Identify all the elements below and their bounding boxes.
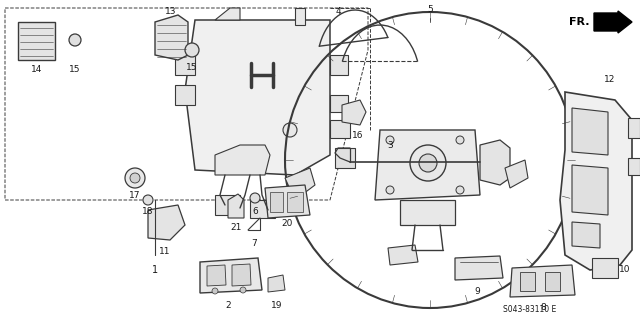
Ellipse shape: [456, 136, 464, 144]
Text: 12: 12: [604, 76, 616, 85]
Polygon shape: [388, 245, 418, 265]
Text: 8: 8: [540, 303, 546, 313]
Ellipse shape: [386, 186, 394, 194]
Polygon shape: [330, 55, 348, 75]
Polygon shape: [572, 108, 608, 155]
Ellipse shape: [419, 154, 437, 172]
Polygon shape: [175, 55, 195, 75]
FancyArrow shape: [594, 11, 632, 33]
Polygon shape: [200, 258, 262, 293]
Ellipse shape: [69, 34, 81, 46]
Polygon shape: [572, 222, 600, 248]
Polygon shape: [330, 95, 348, 112]
Ellipse shape: [456, 186, 464, 194]
Polygon shape: [215, 8, 240, 20]
Text: 9: 9: [474, 286, 480, 295]
Polygon shape: [215, 195, 240, 215]
Ellipse shape: [125, 168, 145, 188]
Text: FR.: FR.: [570, 17, 590, 27]
Polygon shape: [148, 205, 185, 240]
Text: 13: 13: [165, 8, 177, 17]
Polygon shape: [342, 100, 366, 125]
Polygon shape: [335, 148, 355, 168]
Text: 15: 15: [69, 65, 81, 75]
Text: 19: 19: [271, 300, 283, 309]
Polygon shape: [268, 275, 285, 292]
Polygon shape: [215, 145, 270, 175]
Text: 5: 5: [427, 5, 433, 14]
Polygon shape: [455, 256, 503, 280]
Polygon shape: [285, 168, 315, 200]
Polygon shape: [18, 22, 55, 60]
Ellipse shape: [250, 193, 260, 203]
Polygon shape: [505, 160, 528, 188]
Polygon shape: [155, 15, 188, 60]
Ellipse shape: [212, 288, 218, 294]
Text: 1: 1: [152, 265, 158, 275]
Polygon shape: [185, 20, 330, 175]
Polygon shape: [510, 265, 575, 297]
Text: 10: 10: [620, 265, 631, 275]
Polygon shape: [295, 8, 305, 25]
Polygon shape: [287, 192, 303, 212]
Polygon shape: [250, 200, 275, 218]
Polygon shape: [207, 265, 226, 286]
Ellipse shape: [143, 195, 153, 205]
Polygon shape: [592, 258, 618, 278]
Text: 18: 18: [142, 207, 154, 217]
Polygon shape: [628, 158, 640, 175]
Polygon shape: [628, 118, 640, 138]
Text: 7: 7: [251, 240, 257, 249]
Polygon shape: [265, 185, 310, 218]
Polygon shape: [572, 165, 608, 215]
Text: 11: 11: [159, 248, 171, 256]
Text: 14: 14: [31, 65, 43, 75]
Polygon shape: [480, 140, 510, 185]
Polygon shape: [560, 92, 632, 270]
Polygon shape: [520, 272, 535, 291]
Polygon shape: [545, 272, 560, 291]
Ellipse shape: [185, 43, 199, 57]
Ellipse shape: [240, 287, 246, 293]
Polygon shape: [330, 120, 350, 138]
Polygon shape: [175, 85, 195, 105]
Text: S043-83110 E: S043-83110 E: [504, 306, 557, 315]
Polygon shape: [375, 130, 480, 200]
Polygon shape: [232, 264, 251, 286]
Text: 4: 4: [335, 8, 341, 17]
Text: 21: 21: [230, 224, 242, 233]
Ellipse shape: [283, 123, 297, 137]
Text: 16: 16: [352, 130, 364, 139]
Ellipse shape: [410, 145, 446, 181]
Polygon shape: [228, 194, 244, 218]
Text: 20: 20: [282, 219, 292, 228]
Ellipse shape: [386, 136, 394, 144]
Ellipse shape: [130, 173, 140, 183]
Text: 6: 6: [252, 207, 258, 217]
Polygon shape: [270, 192, 283, 212]
Text: 2: 2: [225, 301, 231, 310]
Text: 15: 15: [186, 63, 198, 72]
Text: 17: 17: [129, 191, 141, 201]
Polygon shape: [400, 200, 455, 225]
Text: 3: 3: [387, 140, 393, 150]
